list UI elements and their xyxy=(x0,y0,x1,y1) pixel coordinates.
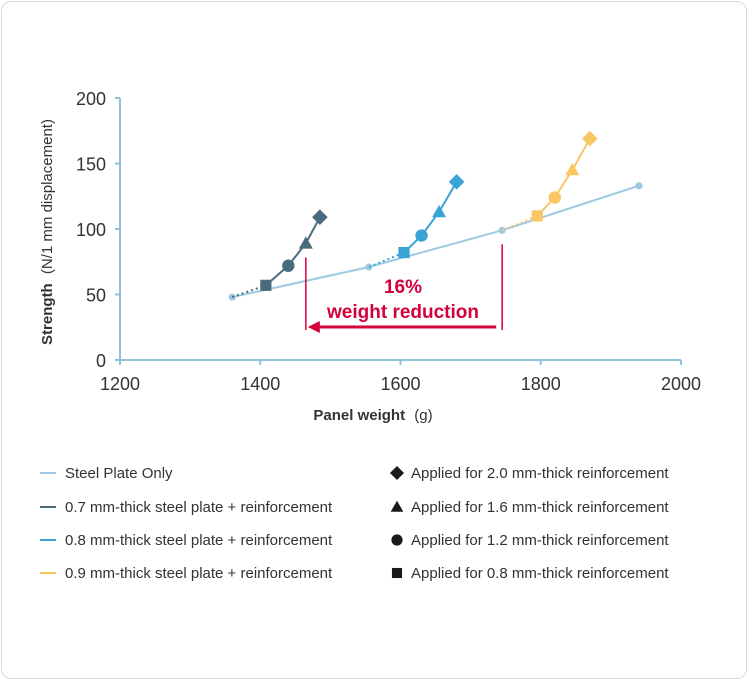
series-0-8mm-triangle-point xyxy=(432,204,447,218)
legend-line-label: 0.8 mm-thick steel plate + reinforcement xyxy=(65,532,333,549)
legend-square-icon xyxy=(391,567,403,579)
annotation-weight-reduction: weight reduction xyxy=(326,302,479,323)
series-0-7mm-square-point xyxy=(260,279,272,291)
y-tick-label: 150 xyxy=(76,155,106,175)
annotation-arrow-head xyxy=(307,321,320,333)
series-0-8mm-square-point xyxy=(398,246,410,259)
legend-line-label: 0.7 mm-thick steel plate + reinforcement xyxy=(65,499,333,516)
series-0-7mm-circle-point xyxy=(282,259,295,272)
x-tick-label: 1400 xyxy=(240,374,280,394)
steel-plate-point xyxy=(635,182,643,190)
steel-plate-point xyxy=(228,293,236,301)
series-0-9mm-square-point xyxy=(531,210,543,222)
series-0-9mm-triangle-point xyxy=(565,163,580,176)
x-axis-label: Panel weight xyxy=(313,407,405,424)
series-0-8mm-line xyxy=(403,181,458,254)
legend-marker-label: Applied for 0.8 mm-thick reinforcement xyxy=(411,565,669,582)
legend-marker-label: Applied for 1.6 mm-thick reinforcement xyxy=(411,499,669,516)
annotation-percent: 16% xyxy=(384,277,422,298)
y-tick-label: 0 xyxy=(96,351,106,371)
series-0-7mm-line xyxy=(265,216,321,287)
plot-area: 1200 1400 1600 1800 2000 0 50 100 150 200 xyxy=(76,89,701,394)
y-tick-label: 50 xyxy=(86,286,106,306)
series-0-9mm-circle-point xyxy=(548,191,561,204)
x-tick-label: 1800 xyxy=(521,374,561,394)
x-tick-label: 1600 xyxy=(380,374,420,394)
legend-line-label: Steel Plate Only xyxy=(65,465,173,482)
series-0-9mm-connector xyxy=(501,214,538,232)
legend-triangle-icon xyxy=(390,500,404,512)
x-axis-title: Panel weight (g) xyxy=(313,407,432,424)
series-0-7mm-diamond-point xyxy=(312,209,328,226)
series-0-7mm-connector xyxy=(231,284,267,299)
y-tick-label: 200 xyxy=(76,89,106,109)
series-0-8mm-circle-point xyxy=(415,229,428,242)
legend-marker-label: Applied for 1.2 mm-thick reinforcement xyxy=(411,532,669,549)
y-tick-label: 100 xyxy=(76,220,106,240)
legend: Steel Plate Only 0.7 mm-thick steel plate… xyxy=(40,465,669,582)
legend-diamond-icon xyxy=(389,465,405,481)
y-axis-title: Strength (N/1 mm displacement) xyxy=(39,119,56,345)
series-0-9mm-diamond-point xyxy=(582,130,598,147)
x-tick-label: 1200 xyxy=(100,374,140,394)
x-axis-unit: (g) xyxy=(414,407,432,424)
legend-line-label: 0.9 mm-thick steel plate + reinforcement xyxy=(65,565,333,582)
series-0-9mm-line xyxy=(536,138,591,217)
legend-marker-label: Applied for 2.0 mm-thick reinforcement xyxy=(411,465,669,482)
x-tick-label: 2000 xyxy=(661,374,701,394)
series-0-8mm-connector xyxy=(368,251,405,268)
series-line-steel-plate-only xyxy=(231,184,640,299)
legend-circle-icon xyxy=(391,534,403,546)
series-0-7mm-triangle-point xyxy=(298,236,313,249)
series-0-8mm-diamond-point xyxy=(448,174,465,190)
y-axis-unit: (N/1 mm displacement) xyxy=(39,119,56,274)
y-axis-label: Strength xyxy=(39,283,56,345)
